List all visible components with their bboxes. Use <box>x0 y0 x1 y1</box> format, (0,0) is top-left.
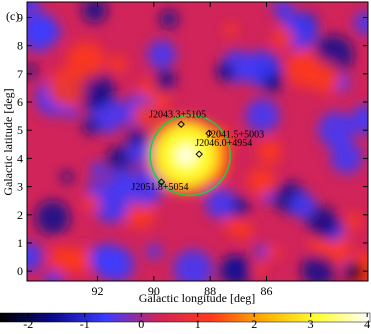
map-blob <box>90 161 108 179</box>
map-blob <box>264 73 283 93</box>
y-tick-label: 1 <box>17 236 23 250</box>
y-tick-label: 9 <box>17 11 23 25</box>
y-tick-label: 4 <box>17 151 23 165</box>
source-label: J2043.3+5105 <box>149 109 206 120</box>
map-blob <box>35 200 71 236</box>
y-tick-label: 0 <box>17 264 23 278</box>
panel-label: (c) <box>6 9 19 23</box>
map-blob <box>147 40 176 69</box>
map-blob <box>98 246 135 281</box>
map-blob <box>272 27 294 49</box>
map-blob <box>245 98 280 133</box>
map-blob <box>27 2 41 16</box>
map-blob <box>224 217 242 235</box>
colorbar-tick-label: -2 <box>23 317 33 329</box>
x-tick-label: 86 <box>261 284 273 298</box>
map-blob <box>173 249 213 281</box>
map-blob <box>255 244 269 258</box>
map-blob <box>301 253 336 281</box>
map-blob <box>289 191 316 219</box>
map-blob <box>346 263 364 281</box>
map-blob <box>82 2 108 23</box>
map-blob <box>83 194 101 211</box>
source-marker <box>195 150 203 158</box>
map-blob <box>125 168 164 207</box>
y-tick-label: 8 <box>17 39 23 53</box>
map-blob <box>154 70 177 93</box>
source-label: J2041.5+5003 <box>207 129 264 140</box>
x-tick-label: 90 <box>148 284 160 298</box>
map-blob <box>27 64 38 79</box>
map-blob <box>176 145 197 166</box>
plot-frame <box>26 1 369 282</box>
map-blob <box>82 118 100 135</box>
map-blob <box>47 68 86 107</box>
source-marker <box>205 129 213 138</box>
map-blob <box>159 9 179 29</box>
colorbar-tick-label: -1 <box>80 317 90 329</box>
map-blob <box>252 263 266 276</box>
map-blob <box>132 102 159 129</box>
colorbar-tick-label: 4 <box>364 317 370 329</box>
y-tick-label: 2 <box>17 208 23 222</box>
y-tick-label: 5 <box>17 123 23 137</box>
colorbar-tick-label: 2 <box>251 317 257 329</box>
x-axis-label: Galactic longitude [deg] <box>139 291 256 305</box>
map-blob <box>247 167 276 196</box>
map-blob <box>44 270 63 281</box>
y-tick-label: 7 <box>17 67 23 81</box>
map-blob <box>106 168 134 197</box>
map-blob <box>216 62 235 82</box>
map-blob <box>128 127 147 146</box>
source-marker <box>177 120 185 129</box>
map-blob <box>27 13 57 43</box>
map-blob <box>343 212 362 231</box>
map-blob <box>257 139 282 164</box>
source-label: J2046.0+4954 <box>195 138 252 149</box>
source-marker <box>157 178 166 186</box>
map-blob <box>330 141 363 174</box>
colorbar-tick-label: 3 <box>308 317 314 329</box>
y-tick-label: 6 <box>17 95 23 109</box>
map-blob <box>60 170 74 184</box>
y-tick-label: 3 <box>17 180 23 194</box>
map-blob <box>108 55 127 74</box>
map-blob <box>205 188 236 219</box>
region-circle <box>149 114 231 197</box>
map-blob <box>306 206 339 239</box>
colorbar-tick-label: 1 <box>195 317 201 329</box>
map-blob <box>66 41 106 81</box>
map-blob <box>27 241 43 272</box>
map-blob <box>219 254 253 281</box>
colorbar <box>0 312 371 323</box>
map-blob <box>65 106 79 120</box>
x-tick-label: 88 <box>204 284 216 298</box>
heatmap <box>27 2 368 281</box>
y-axis-label: Galactic latitude [deg] <box>1 88 15 195</box>
x-tick-label: 92 <box>91 284 103 298</box>
map-blob <box>267 246 281 260</box>
map-blob <box>146 243 163 260</box>
map-blob <box>318 111 355 148</box>
map-blob <box>49 245 76 272</box>
map-blob <box>350 104 368 136</box>
source-label: J2051.8+5054 <box>131 182 188 193</box>
colorbar-tick-label: 0 <box>138 317 144 329</box>
map-blob <box>224 23 238 37</box>
map-blob <box>285 50 323 88</box>
map-blob <box>272 2 294 20</box>
map-texture <box>27 2 368 281</box>
